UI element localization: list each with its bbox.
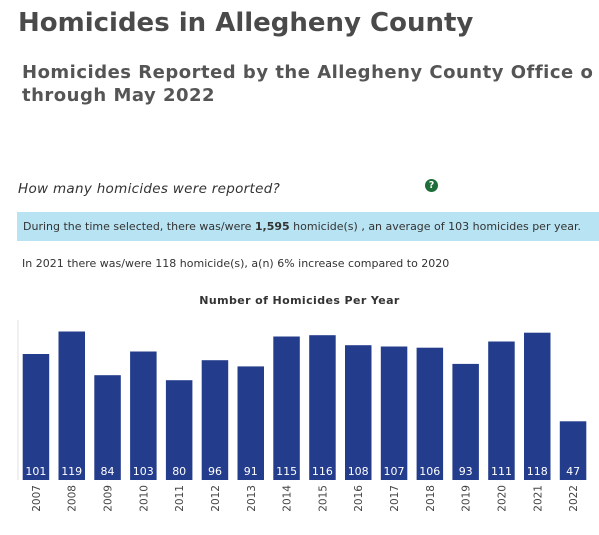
bar-2022[interactable] [559, 421, 587, 480]
x-tick-label-2007: 2007 [31, 485, 43, 512]
page-title: Homicides in Allegheny County [18, 8, 474, 38]
data-label-2022: 47 [566, 465, 580, 478]
data-label-2020: 111 [491, 465, 512, 478]
x-tick-label-2014: 2014 [282, 485, 294, 512]
summary-box: During the time selected, there was/were… [17, 212, 599, 241]
x-tick-label-2009: 2009 [103, 485, 115, 512]
x-tick-label-2020: 2020 [497, 485, 509, 512]
bar-chart: 101 2007 119 2008 84 2009 103 2010 80 2011 96 2012 9… [17, 320, 587, 512]
bar-2017[interactable] [380, 346, 408, 481]
bar-2009[interactable] [94, 375, 121, 480]
data-label-2008: 119 [61, 465, 82, 478]
x-tick-label-2013: 2013 [246, 485, 258, 512]
page-subtitle: Homicides Reported by the Allegheny Coun… [22, 62, 594, 106]
summary-total: 1,595 [254, 220, 290, 233]
data-label-2014: 115 [276, 465, 297, 478]
bar-2008[interactable] [58, 331, 86, 481]
summary-prefix: During the time selected, there was/were [23, 220, 255, 233]
data-label-2017: 107 [384, 465, 405, 478]
summary-suffix: homicide(s) , an average of 103 homicide… [289, 220, 581, 233]
data-label-2009: 84 [101, 465, 115, 478]
bar-2011[interactable] [165, 380, 193, 480]
data-label-2012: 96 [208, 465, 222, 478]
x-tick-label-2022: 2022 [568, 485, 580, 512]
data-label-2021: 118 [527, 465, 548, 478]
data-label-2019: 93 [459, 465, 473, 478]
x-tick-label-2010: 2010 [138, 485, 150, 512]
bar-2020[interactable] [488, 341, 515, 481]
bar-2007[interactable] [22, 354, 50, 480]
x-tick-label-2017: 2017 [389, 485, 401, 512]
x-tick-label-2011: 2011 [174, 485, 186, 512]
data-label-2011: 80 [172, 465, 186, 478]
data-label-2015: 116 [312, 465, 333, 478]
bar-2010[interactable] [130, 351, 157, 481]
data-label-2010: 103 [133, 465, 154, 478]
bar-2018[interactable] [416, 347, 444, 480]
question-heading: How many homicides were reported? [18, 181, 281, 197]
x-tick-label-2018: 2018 [425, 485, 437, 512]
comparison-text: In 2021 there was/were 118 homicide(s), … [22, 257, 450, 270]
bar-2013[interactable] [237, 366, 265, 480]
x-tick-label-2015: 2015 [317, 485, 329, 512]
x-tick-label-2021: 2021 [532, 485, 544, 512]
bar-2015[interactable] [309, 335, 336, 480]
x-tick-label-2019: 2019 [461, 485, 473, 512]
bar-2021[interactable] [524, 332, 551, 480]
data-label-2007: 101 [25, 465, 46, 478]
data-label-2016: 108 [348, 465, 369, 478]
bar-2012[interactable] [201, 360, 229, 480]
help-icon[interactable]: ? [425, 179, 438, 192]
bar-2019[interactable] [452, 363, 479, 480]
bar-2014[interactable] [273, 336, 300, 481]
data-label-2018: 106 [419, 465, 440, 478]
x-tick-label-2008: 2008 [67, 485, 79, 512]
x-tick-label-2012: 2012 [210, 485, 222, 512]
x-tick-label-2016: 2016 [353, 485, 365, 512]
data-label-2013: 91 [244, 465, 258, 478]
chart-title: Number of Homicides Per Year [199, 294, 400, 307]
bar-2016[interactable] [345, 345, 372, 480]
